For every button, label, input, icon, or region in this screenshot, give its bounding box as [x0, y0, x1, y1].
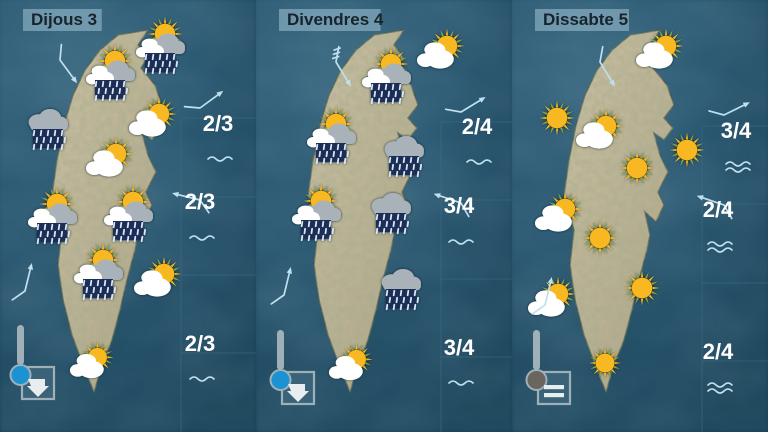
- svg-text:Dijous 3: Dijous 3: [31, 10, 97, 29]
- svg-text:2/4: 2/4: [703, 197, 734, 222]
- svg-text:Divendres 4: Divendres 4: [287, 10, 384, 29]
- svg-text:2/3: 2/3: [185, 331, 216, 356]
- svg-text:2/3: 2/3: [203, 111, 234, 136]
- svg-text:3/4: 3/4: [444, 335, 475, 360]
- svg-text:3/4: 3/4: [444, 193, 475, 218]
- svg-text:Dissabte 5: Dissabte 5: [543, 10, 628, 29]
- svg-text:3/4: 3/4: [721, 118, 752, 143]
- svg-text:2/4: 2/4: [462, 114, 493, 139]
- svg-text:2/4: 2/4: [703, 339, 734, 364]
- svg-text:2/3: 2/3: [185, 189, 216, 214]
